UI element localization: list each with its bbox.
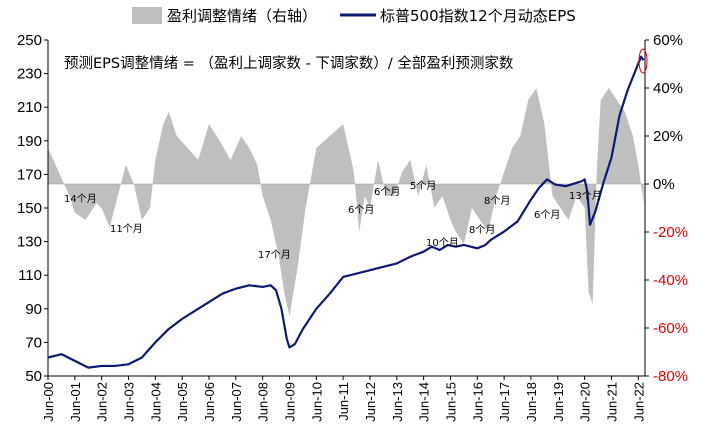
legend-swatch-revision <box>132 7 162 24</box>
x-tick-label: Jun-06 <box>202 382 217 422</box>
left-tick-label: 90 <box>25 301 42 318</box>
right-tick-label: 40% <box>653 80 683 97</box>
x-axis-ticks: Jun-00 Jun-01 Jun-02 Jun-03 Jun-04 Jun-05 Jun-… <box>41 376 646 422</box>
right-tick-label: -60% <box>653 320 688 337</box>
x-tick-label: Jun-10 <box>309 382 324 422</box>
eps-line-layer <box>47 55 645 369</box>
x-tick-label: Jun-08 <box>256 382 271 422</box>
left-tick-label: 170 <box>17 166 42 183</box>
duration-label: 8个月 <box>484 195 510 207</box>
legend: 盈利调整情绪（右轴） 标普500指数12个月动态EPS <box>132 7 576 25</box>
left-tick-label: 150 <box>17 200 42 217</box>
right-axis-ticks: -80% -60% -40% -20% 0% 20% 40% 60% <box>645 32 688 385</box>
x-tick-label: Jun-22 <box>631 382 646 422</box>
revision-area-layer <box>48 88 644 316</box>
eps-line <box>47 55 645 369</box>
x-tick-label: Jun-17 <box>497 382 512 422</box>
x-tick-label: Jun-07 <box>229 382 244 422</box>
left-tick-label: 230 <box>17 66 42 83</box>
left-tick-label: 210 <box>17 99 42 116</box>
right-tick-label: -40% <box>653 272 688 289</box>
x-tick-label: Jun-03 <box>121 382 136 422</box>
x-tick-label: Jun-12 <box>363 382 378 422</box>
x-tick-label: Jun-11 <box>336 382 351 421</box>
x-tick-label: Jun-04 <box>148 382 163 422</box>
right-tick-label: 60% <box>653 32 683 49</box>
x-tick-label: Jun-20 <box>578 382 593 422</box>
left-tick-label: 190 <box>17 133 42 150</box>
right-tick-label: 20% <box>653 128 683 145</box>
x-tick-label: Jun-00 <box>41 382 56 422</box>
duration-label: 8个月 <box>469 224 495 236</box>
legend-label-eps: 标普500指数12个月动态EPS <box>380 7 576 25</box>
x-tick-label: Jun-01 <box>68 382 83 422</box>
x-tick-label: Jun-14 <box>417 382 432 422</box>
duration-label: 5个月 <box>410 180 436 192</box>
left-axis-ticks: 50 70 90 110 130 150 170 190 210 230 250 <box>17 32 48 385</box>
x-tick-label: Jun-21 <box>604 382 619 422</box>
duration-labels: 14个月 11个月 17个月 6个月 6个月 5个月 10个月 8个月 8个月 … <box>64 180 602 261</box>
x-tick-label: Jun-16 <box>470 382 485 422</box>
duration-label: 14个月 <box>64 193 97 205</box>
left-tick-label: 50 <box>25 368 42 385</box>
duration-label: 13个月 <box>569 190 602 202</box>
right-tick-label: -80% <box>653 368 688 385</box>
legend-label-revision: 盈利调整情绪（右轴） <box>167 7 317 25</box>
formula-annotation: 预测EPS调整情绪 = （盈利上调家数 - 下调家数）/ 全部盈利预测家数 <box>64 54 514 72</box>
x-tick-label: Jun-19 <box>551 382 566 422</box>
x-tick-label: Jun-15 <box>443 382 458 422</box>
x-tick-label: Jun-09 <box>282 382 297 422</box>
duration-label: 17个月 <box>258 249 291 261</box>
x-tick-label: Jun-02 <box>95 382 110 422</box>
x-tick-label: Jun-18 <box>524 382 539 422</box>
x-tick-label: Jun-13 <box>390 382 405 422</box>
right-tick-label: 0% <box>653 176 675 193</box>
left-tick-label: 250 <box>17 32 42 49</box>
duration-label: 6个月 <box>348 204 374 216</box>
duration-label: 11个月 <box>110 223 143 235</box>
left-tick-label: 70 <box>25 334 42 351</box>
right-tick-label: -20% <box>653 224 688 241</box>
duration-label: 6个月 <box>534 209 560 221</box>
highlight-ellipse <box>638 48 648 74</box>
duration-label: 6个月 <box>374 186 400 198</box>
axes <box>47 40 646 377</box>
revision-area <box>48 88 644 316</box>
left-tick-label: 110 <box>18 267 42 284</box>
x-tick-label: Jun-05 <box>175 382 190 422</box>
left-tick-label: 130 <box>17 234 42 251</box>
duration-label: 10个月 <box>426 237 459 249</box>
